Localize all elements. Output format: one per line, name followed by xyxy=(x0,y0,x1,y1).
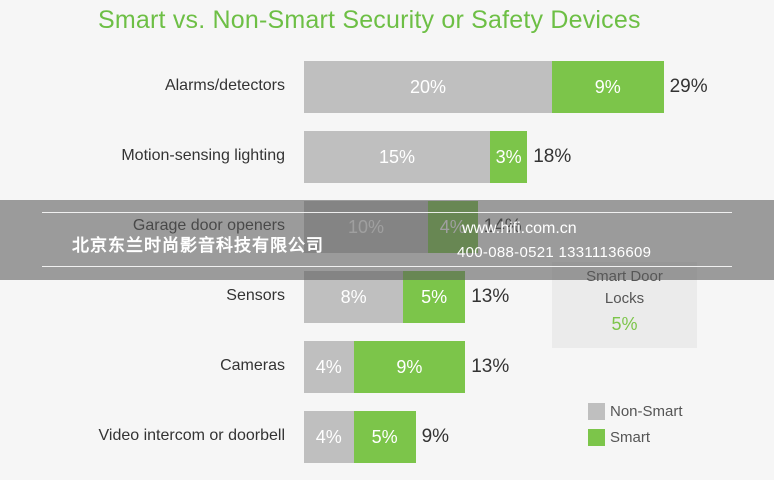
total-label-cameras: 13% xyxy=(471,356,510,377)
legend-item-non-smart: Non-Smart xyxy=(588,398,683,424)
bar-non-smart-cameras: 4% xyxy=(304,341,354,393)
total-label-video-intercom-or-doorbell: 9% xyxy=(421,426,450,447)
callout-title-line2: Locks xyxy=(604,290,645,307)
total-label-motion-sensing-lighting: 18% xyxy=(533,146,572,167)
legend-label-smart: Smart xyxy=(610,428,651,446)
bar-non-smart-motion-sensing-lighting: 15% xyxy=(304,131,490,183)
chart-title: Smart vs. Non-Smart Security or Safety D… xyxy=(98,6,641,34)
callout-value: 5% xyxy=(611,314,638,334)
watermark-company: 北京东兰时尚影音科技有限公司 xyxy=(72,236,324,255)
bar-smart-motion-sensing-lighting: 3% xyxy=(490,131,528,183)
bar-non-smart-alarms-detectors: 20% xyxy=(304,61,552,113)
watermark-rule-top xyxy=(42,212,732,213)
total-label-sensors: 13% xyxy=(471,286,510,307)
legend-swatch-smart xyxy=(588,428,605,446)
category-label-motion-sensing-lighting: Motion-sensing lighting xyxy=(121,147,285,164)
category-label-cameras: Cameras xyxy=(220,357,285,374)
legend-item-smart: Smart xyxy=(588,424,683,450)
watermark-website: www.hifi.com.cn xyxy=(462,220,577,237)
legend-swatch-non-smart xyxy=(588,402,605,420)
bar-smart-video-intercom-or-doorbell: 5% xyxy=(353,411,416,463)
legend-label-non-smart: Non-Smart xyxy=(610,402,683,420)
category-label-alarms-detectors: Alarms/detectors xyxy=(164,77,285,94)
bar-smart-cameras: 9% xyxy=(353,341,466,393)
total-label-alarms-detectors: 29% xyxy=(669,76,708,97)
watermark-rule-bottom xyxy=(42,266,732,267)
bar-non-smart-video-intercom-or-doorbell: 4% xyxy=(304,411,354,463)
chart-legend: Non-Smart Smart xyxy=(588,398,683,450)
category-label-video-intercom-or-doorbell: Video intercom or doorbell xyxy=(98,427,285,444)
bar-smart-alarms-detectors: 9% xyxy=(552,61,664,113)
watermark-band: 北京东兰时尚影音科技有限公司 www.hifi.com.cn 400-088-0… xyxy=(0,200,774,280)
watermark-phones: 400-088-0521 13311136609 xyxy=(457,244,652,261)
category-label-sensors: Sensors xyxy=(226,287,285,304)
